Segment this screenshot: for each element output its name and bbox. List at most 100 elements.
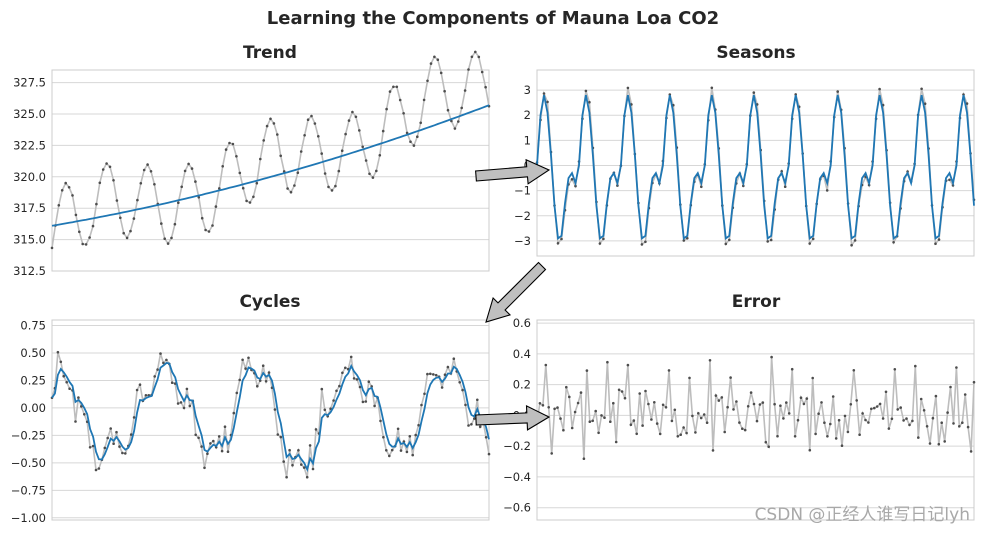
trend-observed-point [74, 213, 78, 217]
trend-observed-point [98, 181, 102, 185]
trend-observed-point [177, 201, 180, 204]
trend-observed-point [293, 184, 296, 187]
error-residual-point [875, 405, 879, 408]
trend-observed-point [381, 129, 385, 133]
error-residual-point [870, 407, 873, 411]
cycles-ytick-label: −0.50 [11, 456, 46, 470]
trend-observed-point [412, 144, 416, 147]
error-ytick-label: 0.6 [513, 316, 531, 330]
trend-observed-point [60, 189, 64, 192]
cycles-deseasonalized-point [273, 408, 277, 411]
trend-observed-point [436, 58, 440, 61]
error-residual-point [893, 368, 897, 371]
cycles-deseasonalized-point [138, 383, 142, 387]
error-residual-point [840, 444, 844, 448]
cycles-deseasonalized-point [487, 452, 491, 456]
cycles-deseasonalized-point [311, 467, 315, 471]
error-residual-point [655, 422, 659, 425]
error-residual-point [553, 407, 556, 411]
cycles-deseasonalized-point [194, 433, 197, 437]
error-residual-point [820, 401, 823, 404]
error-residual-point [679, 433, 682, 437]
cycles-deseasonalized-point [279, 435, 283, 439]
seasons-detrended-point [682, 239, 686, 242]
cycles-deseasonalized-point [300, 463, 303, 466]
cycles-deseasonalized-point [203, 466, 206, 470]
error-residual-point [952, 422, 955, 425]
trend-observed-point [149, 170, 153, 173]
cycles-panel: Cycles 0.75 0.50 0.25 0.00 −0.25 −0.50 −0.75 −1… [11, 292, 491, 525]
cycles-deseasonalized-point [62, 374, 65, 378]
error-residual-point [928, 442, 932, 445]
trend-observed-point [286, 187, 289, 190]
trend-ytick-label: 317.5 [13, 201, 46, 215]
cycles-deseasonalized-point [411, 453, 415, 457]
cycles-deseasonalized-point [77, 396, 80, 399]
cycles-deseasonalized-point [223, 425, 227, 429]
trend-observed-point [81, 242, 84, 246]
error-ytick-label: −0.2 [503, 439, 531, 453]
trend-observed-point [67, 186, 71, 189]
seasons-detrended-point [556, 242, 560, 245]
trend-observed-point [88, 236, 91, 239]
error-residual-point [902, 419, 905, 422]
cycles-deseasonalized-point [56, 350, 60, 354]
seasons-detrended-point [766, 240, 769, 243]
cycles-deseasonalized-point [159, 352, 162, 355]
error-residual-point [623, 396, 627, 400]
trend-observed-point [197, 196, 201, 199]
seasons-detrended-point [626, 86, 630, 90]
cycles-deseasonalized-point [226, 450, 230, 454]
error-residual-point [600, 414, 603, 417]
cycles-deseasonalized-point [399, 449, 403, 452]
seasons-detrended-point [825, 189, 829, 192]
cycles-deseasonalized-point [103, 446, 107, 450]
trend-observed-point [115, 199, 119, 202]
error-residual-point [538, 402, 542, 405]
trend-observed-point [385, 107, 388, 111]
error-residual-point [925, 425, 929, 428]
error-residual-point [782, 417, 785, 420]
trend-ytick-label: 322.5 [13, 138, 46, 152]
watermark: CSDN @正经人谁写日记lyh [755, 505, 970, 525]
cycles-deseasonalized-point [420, 403, 423, 407]
trend-observed-point [313, 122, 317, 125]
seasons-detrended-point [710, 86, 714, 90]
cycles-deseasonalized-point [423, 392, 426, 396]
seasons-detrended-point [724, 242, 728, 246]
cycles-deseasonalized-point [241, 358, 244, 362]
cycles-deseasonalized-point [476, 398, 479, 402]
trend-observed-point [146, 163, 149, 166]
trend-observed-point [419, 121, 423, 125]
trend-observed-point [310, 114, 313, 118]
error-residual-point [837, 418, 841, 422]
cycles-deseasonalized-point [235, 391, 239, 395]
cycles-deseasonalized-point [118, 445, 121, 448]
trend-observed-point [173, 222, 177, 226]
error-residual-point [635, 432, 638, 436]
cycles-ytick-label: −0.25 [11, 428, 46, 442]
error-residual-point [562, 428, 565, 432]
trend-observed-point [57, 204, 61, 207]
cycles-deseasonalized-point [162, 361, 165, 365]
error-residual-point [961, 421, 964, 425]
cycles-deseasonalized-point [382, 435, 385, 439]
error-residual-point [917, 436, 920, 439]
arrow-cycles-to-error [475, 404, 551, 431]
trend-observed-point [224, 148, 228, 151]
seasons-panel: Seasons 3210−1−2−3 [514, 43, 976, 257]
cycles-deseasonalized-point [121, 451, 124, 455]
cycles-deseasonalized-point [373, 404, 376, 408]
seasons-ytick-label: −1 [514, 184, 531, 198]
error-residual-point [905, 417, 908, 420]
error-residual-point [943, 440, 946, 443]
trend-observed-point [262, 139, 266, 142]
error-residual-point [878, 402, 882, 406]
cycles-deseasonalized-point [200, 445, 203, 448]
cycles-deseasonalized-point [364, 400, 368, 403]
error-residual-point [861, 412, 864, 415]
cycles-deseasonalized-point [297, 449, 300, 452]
cycles-deseasonalized-point [443, 373, 447, 377]
error-residual-point [729, 376, 732, 379]
error-residual-point [644, 389, 647, 393]
